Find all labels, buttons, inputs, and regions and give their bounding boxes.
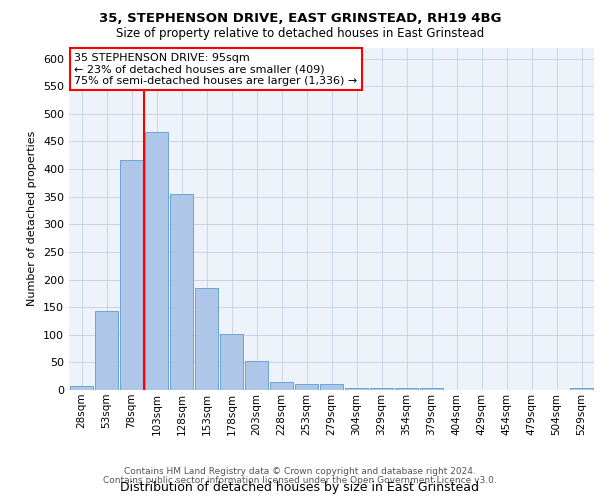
- Bar: [220, 334, 244, 390]
- Bar: [119, 160, 143, 390]
- Bar: [569, 388, 593, 390]
- Text: Distribution of detached houses by size in East Grinstead: Distribution of detached houses by size …: [121, 481, 479, 494]
- Text: Contains public sector information licensed under the Open Government Licence v3: Contains public sector information licen…: [103, 476, 497, 485]
- Bar: [419, 388, 443, 390]
- Text: Contains HM Land Registry data © Crown copyright and database right 2024.: Contains HM Land Registry data © Crown c…: [124, 467, 476, 476]
- Bar: [344, 388, 368, 390]
- Bar: [295, 384, 319, 390]
- Bar: [245, 360, 268, 390]
- Bar: [320, 384, 343, 390]
- Bar: [70, 386, 94, 390]
- Text: Size of property relative to detached houses in East Grinstead: Size of property relative to detached ho…: [116, 28, 484, 40]
- Bar: [395, 388, 418, 390]
- Bar: [145, 132, 169, 390]
- Bar: [170, 194, 193, 390]
- Bar: [194, 288, 218, 390]
- Text: 35 STEPHENSON DRIVE: 95sqm
← 23% of detached houses are smaller (409)
75% of sem: 35 STEPHENSON DRIVE: 95sqm ← 23% of deta…: [74, 52, 358, 86]
- Y-axis label: Number of detached properties: Number of detached properties: [28, 131, 37, 306]
- Text: 35, STEPHENSON DRIVE, EAST GRINSTEAD, RH19 4BG: 35, STEPHENSON DRIVE, EAST GRINSTEAD, RH…: [99, 12, 501, 26]
- Bar: [95, 311, 118, 390]
- Bar: [269, 382, 293, 390]
- Bar: [370, 388, 394, 390]
